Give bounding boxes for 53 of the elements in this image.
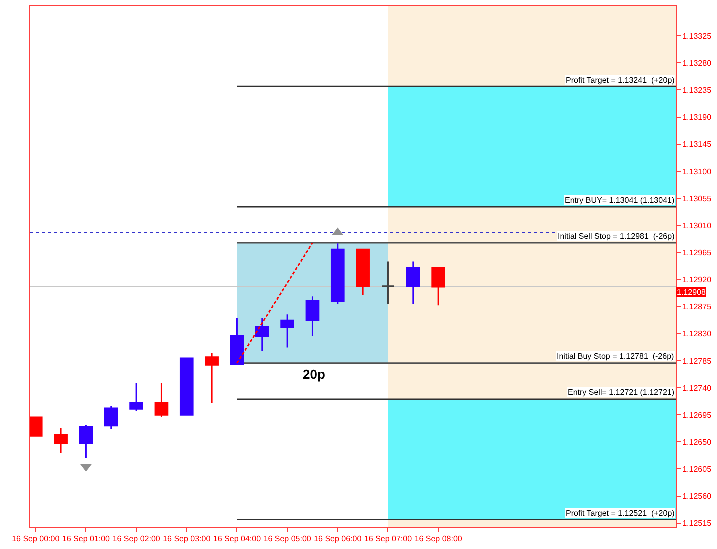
x-tick-label: 16 Sep 01:00 bbox=[62, 534, 111, 544]
x-tick-label: 16 Sep 02:00 bbox=[112, 534, 161, 544]
y-tick-label: 1.13325 bbox=[682, 32, 712, 41]
candlestick bbox=[406, 260, 420, 306]
x-tick-label: 16 Sep 03:00 bbox=[163, 534, 212, 544]
y-tick-label: 1.12605 bbox=[682, 465, 712, 474]
candlestick bbox=[104, 405, 118, 430]
y-tick-label: 1.13010 bbox=[682, 221, 712, 230]
y-tick-label: 1.13280 bbox=[682, 58, 712, 68]
y-tick-label: 1.12785 bbox=[682, 356, 712, 366]
y-tick-label: 1.13145 bbox=[682, 140, 712, 150]
candlestick bbox=[280, 314, 294, 348]
y-tick-label: 1.12830 bbox=[682, 330, 712, 339]
candlestick bbox=[381, 260, 396, 306]
candlestick bbox=[30, 416, 43, 437]
ref-line-label: 1.12908 bbox=[677, 288, 706, 297]
y-tick-label: 1.13190 bbox=[682, 113, 712, 122]
candlestick bbox=[306, 296, 320, 338]
x-tick-label: 16 Sep 08:00 bbox=[414, 534, 463, 544]
candlestick bbox=[356, 248, 370, 296]
y-tick-label: 1.12920 bbox=[682, 276, 712, 285]
x-tick-label: 16 Sep 04:00 bbox=[213, 534, 262, 544]
annotation: 20p bbox=[303, 367, 326, 382]
candlestick bbox=[154, 382, 169, 418]
candlestick bbox=[205, 352, 219, 404]
y-tick-label: 1.13100 bbox=[682, 167, 712, 176]
y-tick-label: 1.12875 bbox=[682, 302, 712, 312]
candlestick bbox=[330, 242, 345, 306]
ref-line-label: Profit Target = 1.13241 (+20p) bbox=[566, 76, 676, 85]
y-tick-label: 1.12740 bbox=[682, 384, 712, 393]
x-tick-label: 16 Sep 06:00 bbox=[314, 534, 362, 544]
y-tick-label: 1.13235 bbox=[682, 86, 712, 96]
y-tick-label: 1.12965 bbox=[682, 248, 712, 258]
candlestick bbox=[54, 428, 68, 454]
x-tick-label: 16 Sep 00:00 bbox=[12, 534, 60, 544]
ref-line-label: Entry Sell= 1.12721 (1.12721) bbox=[568, 388, 675, 397]
candlestick bbox=[79, 424, 94, 460]
y-tick-label: 1.12695 bbox=[682, 410, 712, 420]
y-tick-label: 1.12650 bbox=[682, 438, 712, 447]
ref-line-label: Profit Target = 1.12521 (+20p) bbox=[566, 509, 676, 518]
y-tick-label: 1.12560 bbox=[682, 492, 712, 502]
ref-line-label: Entry BUY= 1.13041 (1.13041) bbox=[565, 196, 675, 205]
candlestick bbox=[130, 382, 144, 412]
candlestick bbox=[230, 317, 244, 366]
candlestick bbox=[432, 266, 446, 306]
x-tick-label: 16 Sep 05:00 bbox=[264, 534, 312, 544]
x-tick-label: 16 Sep 07:00 bbox=[364, 534, 413, 544]
ref-line-label: Initial Buy Stop = 1.12781 (-26p) bbox=[557, 352, 675, 361]
y-tick-label: 1.12515 bbox=[682, 519, 712, 528]
candlestick bbox=[180, 358, 194, 416]
candlestick bbox=[255, 317, 270, 352]
y-tick-label: 1.13055 bbox=[682, 194, 712, 204]
ref-line-label: Initial Sell Stop = 1.12981 (-26p) bbox=[558, 232, 676, 241]
